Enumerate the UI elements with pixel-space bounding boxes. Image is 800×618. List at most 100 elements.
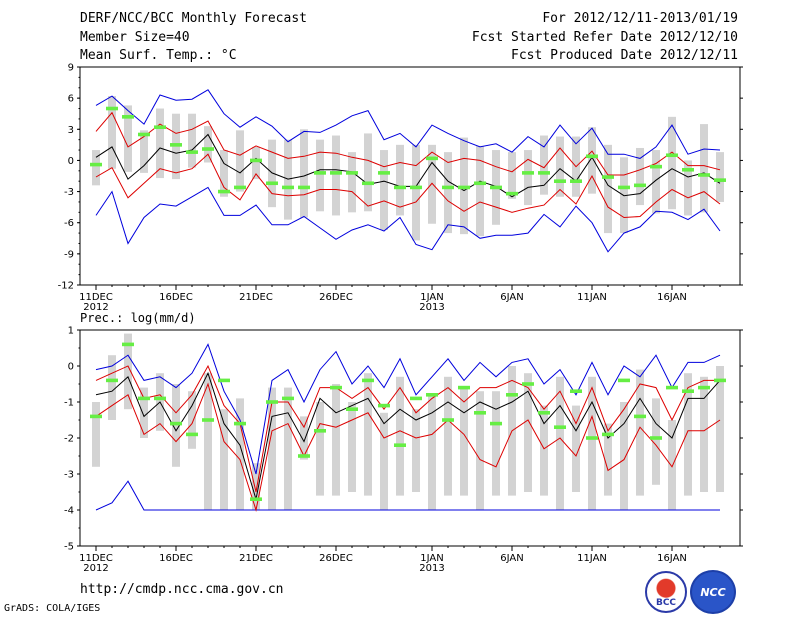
prec-ytick-label: -5: [64, 542, 74, 553]
temp-xtick-label: 16DEC: [159, 292, 193, 303]
prec-spread-bar: [124, 333, 132, 410]
prec-spread-bar: [604, 423, 612, 496]
prec-spread-bar: [492, 391, 500, 496]
temp-spread-bar: [348, 152, 356, 213]
prec-median-marker: [138, 396, 150, 401]
prec-spread-bar: [380, 412, 388, 510]
prec-median-marker: [474, 411, 486, 415]
source-url[interactable]: http://cmdp.ncc.cma.gov.cn: [80, 582, 284, 597]
prec-median-marker: [170, 421, 182, 426]
prec-spread-bar: [396, 376, 404, 496]
temp-median-marker: [442, 185, 454, 190]
temp-median-marker: [586, 154, 598, 159]
prec-median-marker: [186, 432, 198, 437]
prec-spread-bar: [236, 398, 244, 510]
prec-median-marker: [634, 414, 646, 419]
prec-spread-bar: [188, 391, 196, 449]
prec-median-marker: [666, 385, 678, 390]
temp-max-line: [95, 89, 721, 159]
temp-median-marker: [218, 189, 230, 194]
prec-spread-bar: [540, 405, 548, 496]
prec-median-marker: [250, 497, 262, 501]
prec-spread-bar: [348, 402, 356, 492]
temp-median-marker: [122, 115, 134, 119]
temp-median-marker: [698, 173, 710, 177]
temp-lower-std-line: [95, 153, 721, 219]
prec-spread-bar: [588, 376, 596, 510]
prec-ytick-label: -2: [64, 434, 74, 445]
prec-spread-bar: [620, 402, 628, 510]
prec-median-marker: [362, 378, 374, 383]
temp-median-marker: [538, 171, 550, 175]
temp-median-marker: [170, 143, 182, 147]
temp-spread-bar: [140, 130, 148, 173]
prec-xtick-label: 11DEC: [79, 553, 113, 564]
temp-spread-bar: [604, 144, 612, 234]
temp-xtick-label: 21DEC: [239, 292, 273, 303]
temp-spread-bar: [556, 136, 564, 197]
temp-xtick-label: 6JAN: [500, 292, 523, 303]
prec-median-marker: [698, 385, 710, 390]
temp-ytick-label: -9: [64, 249, 74, 260]
temp-spread-bar: [316, 139, 324, 212]
prec-lower-std-line: [95, 382, 721, 512]
temp-mean-line: [95, 133, 721, 198]
temp-spread-bar: [108, 96, 116, 169]
prec-median-marker: [266, 400, 278, 404]
temp-spread-bar: [684, 160, 692, 216]
prec-median-marker: [90, 414, 102, 419]
prec-median-marker: [234, 421, 246, 426]
temp-median-marker: [250, 158, 262, 163]
prec-spread-bar: [428, 394, 436, 510]
temp-xtick-label: 11JAN: [577, 292, 607, 303]
temp-median-marker: [490, 185, 502, 190]
prec-median-marker: [714, 378, 726, 383]
ncc-logo: NCC: [690, 570, 736, 614]
prec-median-marker: [378, 403, 390, 408]
temp-spread-bar: [92, 150, 100, 186]
temp-median-marker: [410, 185, 422, 190]
temp-spread-bar: [444, 152, 452, 234]
temp-spread-bar: [524, 150, 532, 206]
temp-spread-bar: [252, 146, 260, 180]
temp-spread-bar: [332, 135, 340, 216]
temp-median-marker: [202, 147, 214, 151]
prec-median-marker: [650, 436, 662, 440]
prec-ytick-label: 1: [68, 326, 74, 337]
temp-median-marker: [570, 179, 582, 183]
prec-spread-bar: [300, 416, 308, 460]
temp-spread-bar: [540, 135, 548, 195]
prec-spread-bar: [668, 420, 676, 510]
prec-xtick-label: 11JAN: [577, 553, 607, 564]
prec-spread-bar: [284, 387, 292, 510]
prec-median-marker: [282, 396, 294, 401]
bcc-logo: BCC: [645, 571, 687, 613]
temp-ytick-label: 6: [68, 94, 74, 105]
prec-spread-bar: [364, 373, 372, 496]
prec-spread-bar: [412, 409, 420, 492]
temp-ytick-label: 9: [68, 63, 74, 74]
prec-median-marker: [426, 393, 438, 397]
prec-median-marker: [218, 378, 230, 383]
forecast-period: For 2012/12/11-2013/01/19: [542, 11, 738, 26]
prec-xtick-label: 1JAN: [420, 553, 443, 564]
temp-median-marker: [666, 153, 678, 158]
prec-spread-bar: [636, 369, 644, 496]
prec-xtick-year: 2013: [419, 563, 444, 574]
prec-spread-bar: [332, 384, 340, 496]
prec-spread-bar: [220, 409, 228, 510]
temp-median-marker: [554, 179, 566, 183]
prec-xtick-label: 6JAN: [500, 553, 523, 564]
prec-spread-bar: [556, 376, 564, 510]
temp-median-marker: [282, 185, 294, 190]
prec-ytick-label: -1: [64, 398, 74, 409]
prec-spread-bar: [108, 355, 116, 420]
temp-spread-bar: [428, 144, 436, 224]
temp-spread-bar: [204, 126, 212, 163]
forecast-produced-date: Fcst Produced Date 2012/12/11: [511, 48, 738, 63]
temp-median-marker: [682, 167, 694, 172]
prec-spread-bar: [700, 376, 708, 492]
prec-spread-bar: [652, 398, 660, 485]
temp-spread-bar: [284, 139, 292, 220]
